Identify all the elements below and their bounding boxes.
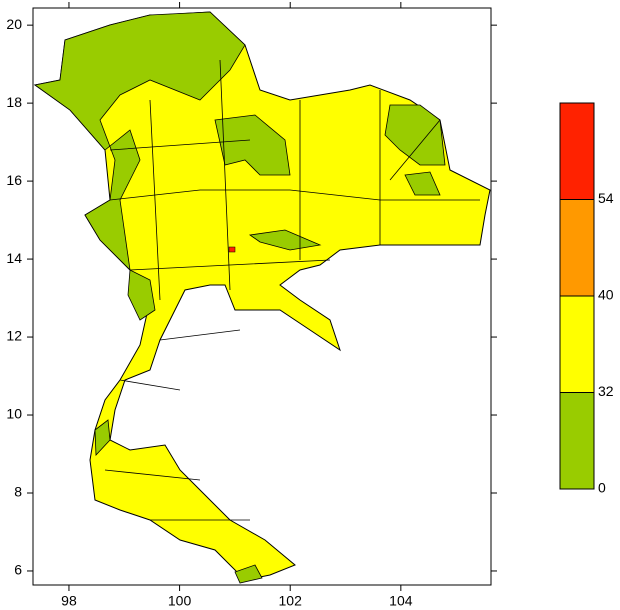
y-tick-label: 14 xyxy=(6,250,22,266)
x-tick-label: 98 xyxy=(61,593,77,609)
legend-swatch xyxy=(559,199,595,297)
axes: 98 100 102 104 6 8 10 12 14 16 18 20 xyxy=(6,2,497,609)
province-borders xyxy=(104,59,480,521)
land xyxy=(33,11,491,584)
cool-zone xyxy=(214,114,291,176)
map-frame xyxy=(32,7,492,586)
y-tick-label: 6 xyxy=(14,562,22,578)
cool-zone xyxy=(404,171,441,196)
cool-zone xyxy=(384,104,446,166)
y-tick-label: 12 xyxy=(6,328,22,344)
x-tick-label: 102 xyxy=(279,593,303,609)
cool-zone xyxy=(127,269,156,321)
cool-zone xyxy=(34,11,246,272)
legend-swatch xyxy=(559,295,595,393)
y-tick-label: 18 xyxy=(6,94,22,110)
y-tick-label: 8 xyxy=(14,484,22,500)
hot-spot xyxy=(228,246,236,253)
cool-zone xyxy=(234,564,263,584)
legend-swatch xyxy=(559,102,595,200)
cool-zone xyxy=(94,419,111,456)
y-tick-label: 16 xyxy=(6,172,22,188)
color-legend: 0 32 40 54 xyxy=(559,102,614,496)
legend-label: 0 xyxy=(598,480,606,496)
y-tick-label: 10 xyxy=(6,406,22,422)
y-tick-label: 20 xyxy=(6,16,22,32)
legend-swatch xyxy=(559,392,595,490)
legend-label: 32 xyxy=(598,383,614,399)
legend-label: 54 xyxy=(598,190,614,206)
x-tick-label: 100 xyxy=(168,593,192,609)
legend-label: 40 xyxy=(598,287,614,303)
x-tick-label: 104 xyxy=(389,593,413,609)
cool-zone xyxy=(248,229,322,251)
